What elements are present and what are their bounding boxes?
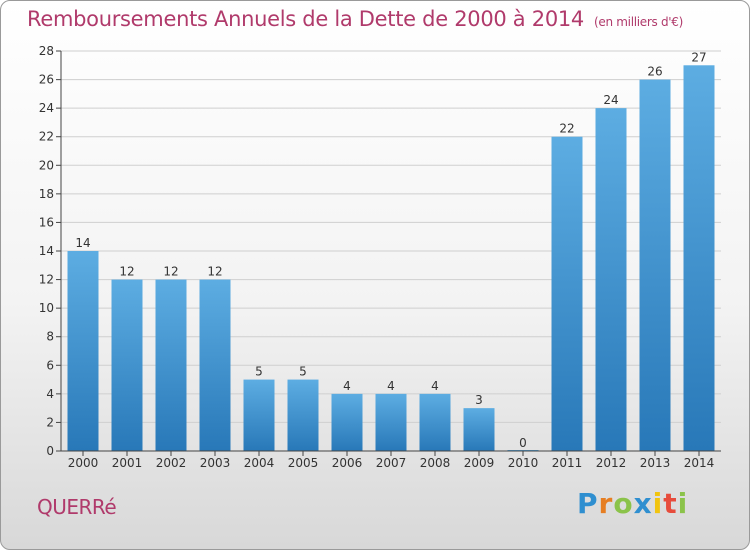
y-tick-label: 22 (39, 130, 54, 144)
x-tick-label: 2005 (288, 456, 319, 470)
bar (683, 65, 715, 452)
data-label: 4 (387, 379, 395, 393)
x-tick-label: 2007 (376, 456, 407, 470)
y-tick-label: 18 (39, 187, 54, 201)
bar (595, 108, 627, 452)
x-tick-label: 2000 (68, 456, 99, 470)
chart-title: Remboursements Annuels de la Dette de 20… (27, 7, 683, 31)
y-tick-label: 4 (46, 387, 54, 401)
data-label: 4 (431, 379, 439, 393)
bar (375, 393, 407, 451)
bar (155, 279, 187, 451)
x-tick-label: 2011 (552, 456, 583, 470)
y-tick-label: 26 (39, 73, 54, 87)
y-tick-label: 0 (46, 444, 54, 458)
y-tick-label: 10 (39, 301, 54, 315)
data-label: 5 (299, 365, 307, 379)
x-tick-label: 2013 (640, 456, 671, 470)
bar (287, 379, 319, 451)
bar (419, 393, 451, 451)
commune-name: QUERRé (37, 495, 117, 519)
x-tick-label: 2010 (508, 456, 539, 470)
data-label: 0 (519, 436, 527, 450)
x-tick-label: 2008 (420, 456, 451, 470)
bar (67, 251, 99, 451)
bar (331, 393, 363, 451)
x-tick-label: 2014 (684, 456, 715, 470)
x-tick-label: 2001 (112, 456, 143, 470)
brand-logo: Proxiti (577, 487, 689, 520)
y-tick-label: 8 (46, 330, 54, 344)
bar (639, 79, 671, 452)
data-label: 12 (163, 265, 178, 279)
bar (463, 408, 495, 451)
data-label: 14 (75, 236, 90, 250)
y-tick-label: 20 (39, 158, 54, 172)
y-tick-label: 16 (39, 215, 54, 229)
chart-unit: (en milliers d'€) (594, 15, 684, 29)
data-label: 3 (475, 393, 483, 407)
data-label: 22 (559, 122, 574, 136)
y-tick-label: 12 (39, 273, 54, 287)
y-tick-label: 28 (39, 44, 54, 58)
x-tick-label: 2004 (244, 456, 275, 470)
x-tick-label: 2012 (596, 456, 627, 470)
bar (243, 379, 275, 451)
data-label: 27 (691, 50, 706, 64)
y-tick-label: 2 (46, 415, 54, 429)
bar (551, 136, 583, 451)
y-tick-label: 14 (39, 244, 54, 258)
chart-title-text: Remboursements Annuels de la Dette de 20… (27, 7, 584, 31)
data-label: 12 (207, 265, 222, 279)
x-tick-label: 2002 (156, 456, 187, 470)
data-label: 12 (119, 265, 134, 279)
x-tick-label: 2009 (464, 456, 495, 470)
x-tick-label: 2003 (200, 456, 231, 470)
data-label: 4 (343, 379, 351, 393)
x-tick-label: 2006 (332, 456, 363, 470)
bar (199, 279, 231, 451)
data-label: 26 (647, 65, 662, 79)
data-label: 5 (255, 365, 263, 379)
bar-series: 14 12 12 12 5 5 4 4 4 3 0 22 24 26 27 (67, 50, 715, 452)
bar (111, 279, 143, 451)
y-tick-label: 24 (39, 101, 54, 115)
data-label: 24 (603, 93, 618, 107)
y-tick-label: 6 (46, 358, 54, 372)
